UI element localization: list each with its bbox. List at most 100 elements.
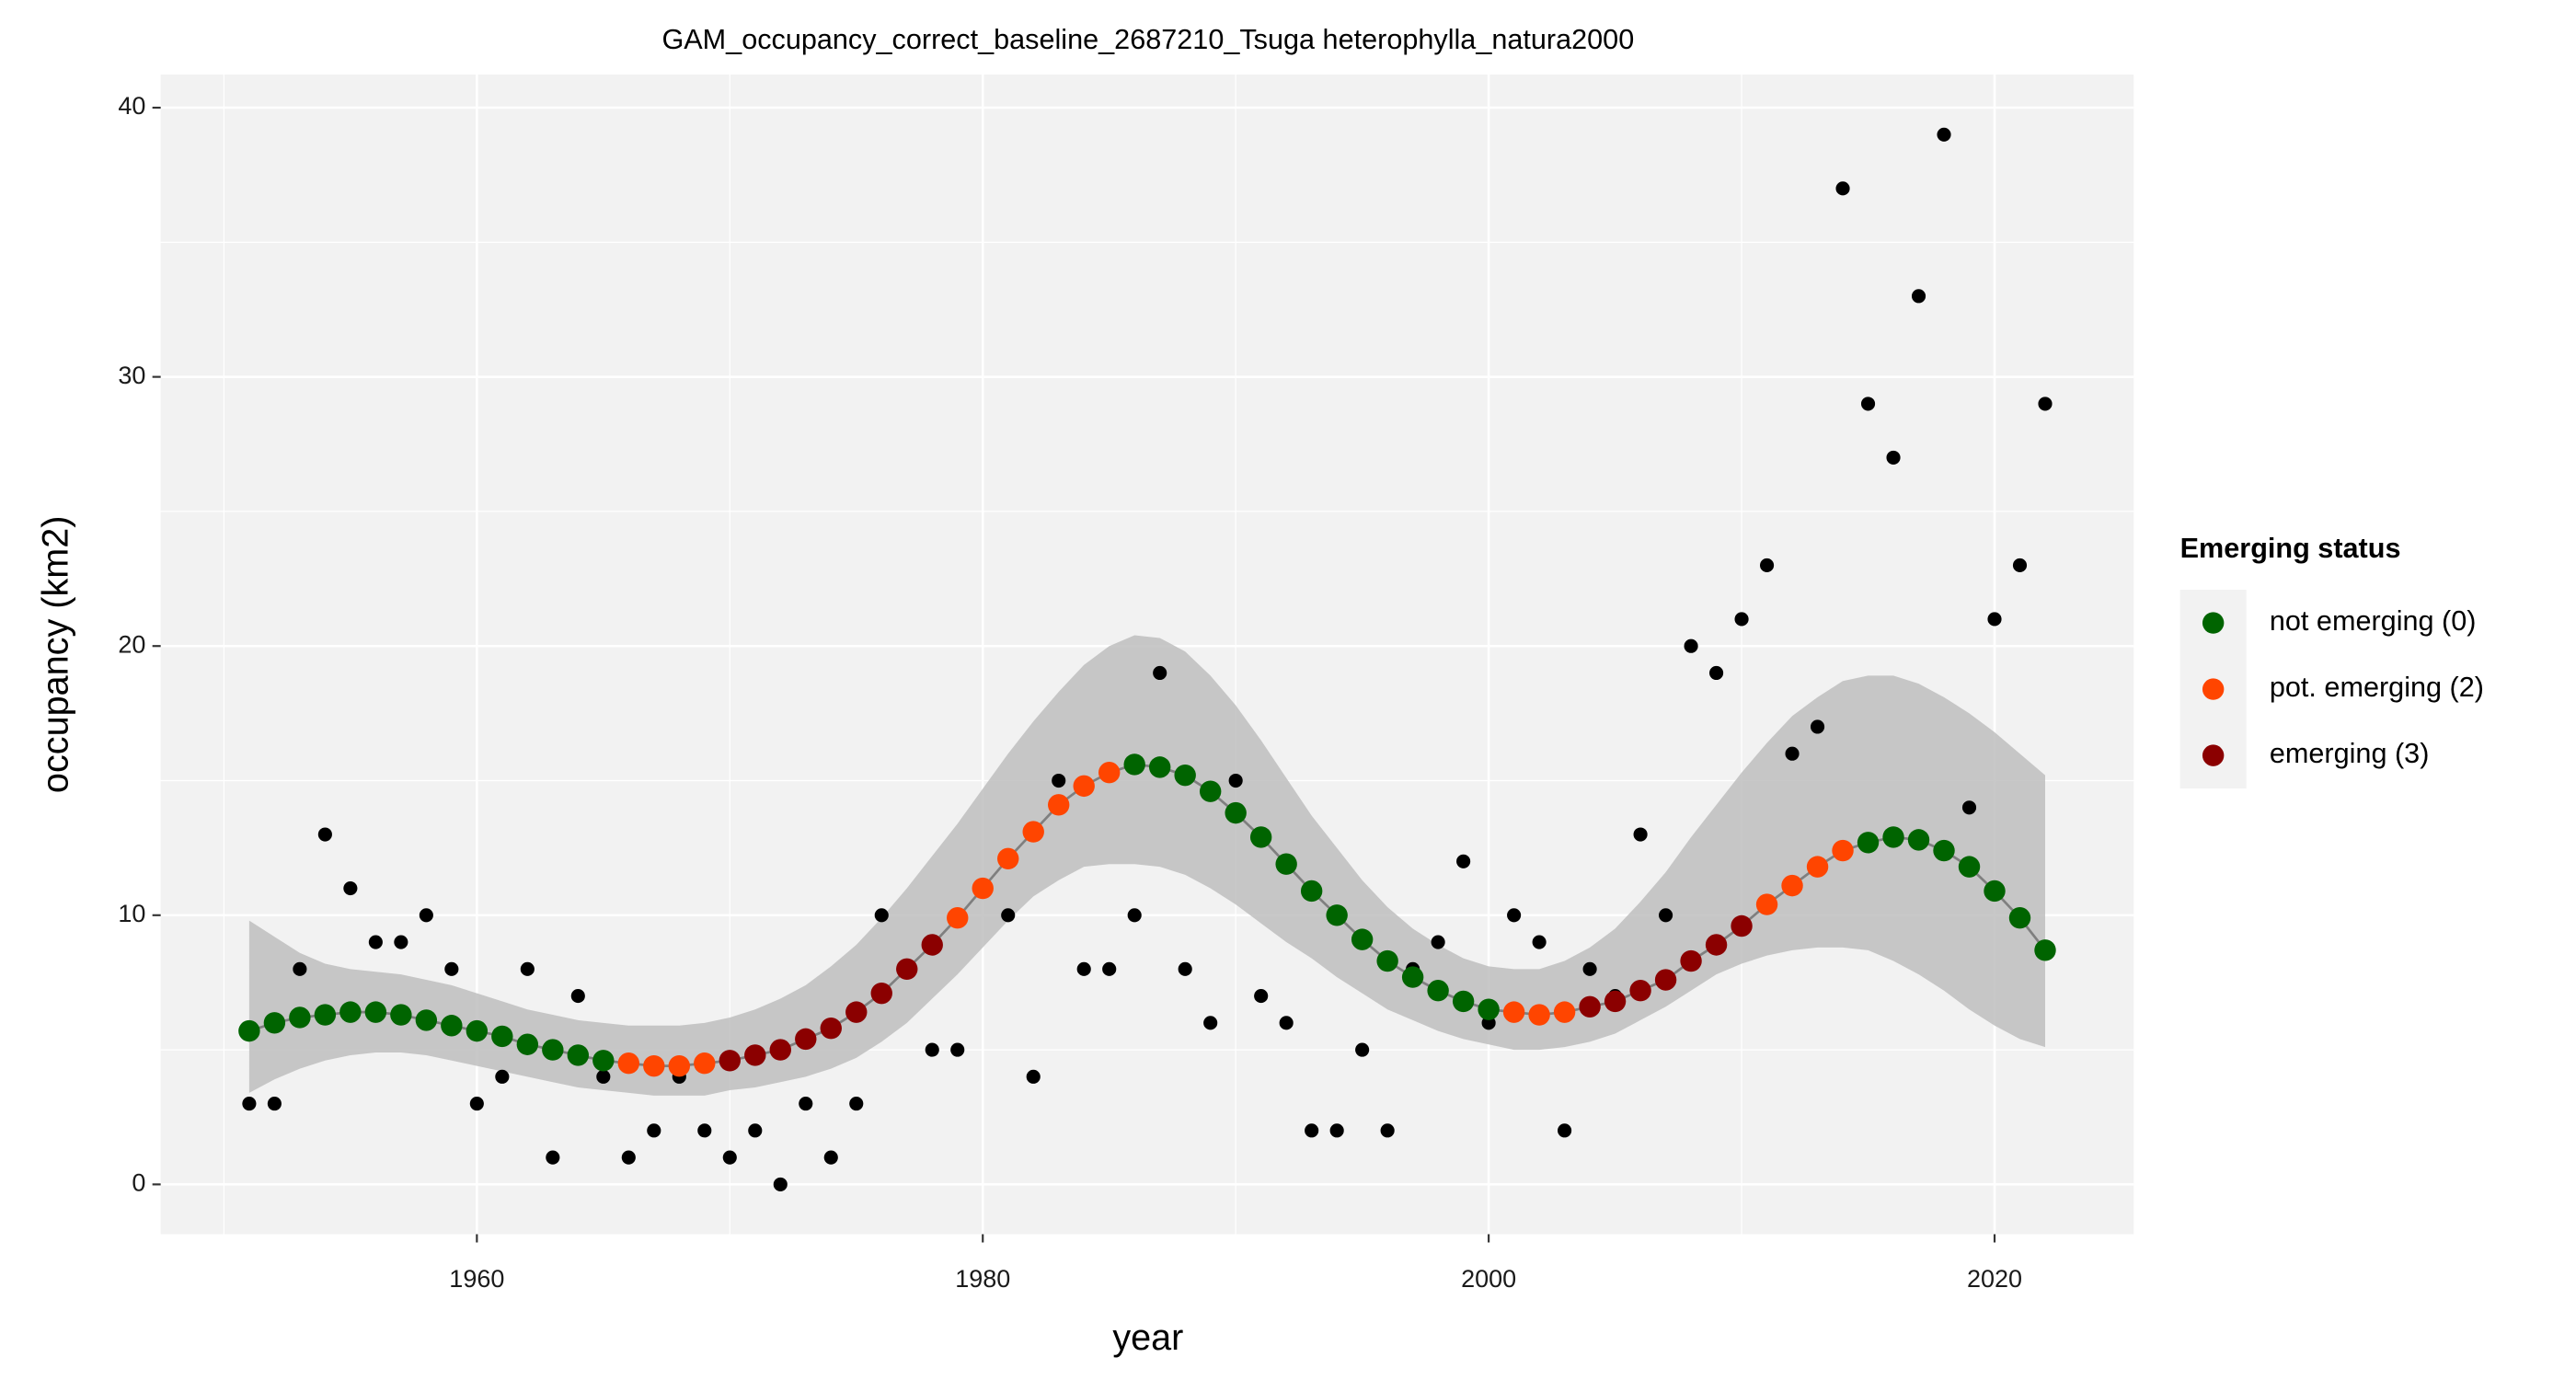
observed-point — [1684, 638, 1698, 653]
fitted-point — [820, 1017, 842, 1040]
observed-point — [722, 1150, 737, 1165]
observed-point — [823, 1150, 838, 1165]
fitted-point — [1148, 756, 1171, 778]
observed-point — [647, 1123, 661, 1138]
observed-point — [773, 1177, 788, 1191]
fitted-point — [1680, 949, 1702, 972]
fitted-point — [1781, 874, 1803, 897]
x-axis-title: year — [1112, 1317, 1183, 1358]
fitted-point — [617, 1052, 640, 1075]
observed-point — [469, 1097, 484, 1111]
fitted-point — [238, 1019, 260, 1042]
fitted-point — [1958, 856, 1981, 878]
observed-point — [1911, 289, 1926, 304]
observed-point — [520, 961, 535, 976]
fitted-point — [1351, 928, 1374, 950]
fitted-point — [1502, 1001, 1525, 1023]
fitted-point — [744, 1044, 766, 1066]
observed-point — [1431, 935, 1445, 949]
fitted-point — [1755, 893, 1778, 915]
fitted-point — [1199, 780, 1222, 802]
axes: 1960 1980 2000 2020 0 10 20 30 40 — [118, 92, 2022, 1293]
observed-point — [2038, 397, 2053, 411]
legend-label: pot. emerging (2) — [2270, 672, 2484, 703]
chart-title: GAM_occupancy_correct_baseline_2687210_T… — [661, 24, 1634, 55]
fitted-point — [1174, 764, 1196, 787]
observed-point — [1785, 746, 1800, 761]
fitted-point — [1654, 969, 1677, 991]
observed-point — [495, 1069, 510, 1084]
observed-point — [1329, 1123, 1344, 1138]
observed-point — [849, 1097, 864, 1111]
fitted-point — [694, 1052, 716, 1075]
legend-title: Emerging status — [2180, 533, 2401, 564]
observed-point — [925, 1042, 939, 1057]
y-tick-label: 30 — [118, 362, 145, 389]
fitted-point — [263, 1012, 286, 1034]
observed-point — [1203, 1016, 1218, 1030]
observed-point — [1001, 908, 1016, 923]
fitted-point — [1073, 775, 1095, 798]
fitted-point — [1300, 880, 1323, 903]
fitted-point — [795, 1028, 817, 1051]
observed-point — [1355, 1042, 1370, 1057]
observed-point — [1305, 1123, 1319, 1138]
legend-label: emerging (3) — [2270, 738, 2430, 769]
legend-marker — [2202, 678, 2225, 700]
fitted-point — [592, 1050, 615, 1072]
x-tick-label: 1960 — [449, 1265, 504, 1293]
fitted-point — [491, 1025, 513, 1048]
fitted-point — [896, 958, 918, 981]
fitted-point — [1123, 753, 1145, 776]
observed-point — [1709, 665, 1724, 681]
observed-point — [874, 908, 889, 923]
observed-point — [1961, 800, 1977, 815]
fitted-point — [2008, 907, 2031, 929]
observed-point — [799, 1097, 813, 1111]
fitted-point — [972, 877, 994, 900]
fitted-point — [769, 1039, 791, 1061]
observed-point — [1052, 773, 1066, 788]
observed-point — [1102, 961, 1117, 976]
fitted-point — [1984, 880, 2006, 903]
fitted-point — [1528, 1004, 1550, 1026]
fitted-point — [719, 1050, 741, 1072]
fitted-point — [364, 1001, 387, 1023]
observed-point — [1076, 961, 1091, 976]
fitted-point — [567, 1044, 590, 1066]
fitted-point — [1731, 914, 1753, 937]
fitted-point — [845, 1001, 868, 1023]
observed-point — [1532, 935, 1547, 949]
observed-point — [343, 880, 358, 896]
fitted-point — [1326, 904, 1348, 926]
observed-point — [748, 1123, 763, 1138]
fitted-point — [1933, 839, 1955, 862]
observed-point — [1254, 989, 1269, 1004]
fitted-point — [466, 1019, 489, 1042]
observed-point — [1987, 612, 2002, 627]
fitted-point — [1225, 801, 1247, 824]
fitted-point — [1604, 990, 1627, 1013]
observed-point — [1659, 908, 1673, 923]
fitted-point — [997, 847, 1019, 870]
fitted-point — [1249, 826, 1272, 848]
observed-point — [1886, 450, 1901, 465]
fitted-point — [415, 1009, 438, 1031]
observed-point — [242, 1097, 257, 1111]
fitted-point — [643, 1054, 665, 1077]
observed-point — [2012, 558, 2028, 573]
observed-point — [621, 1150, 636, 1165]
observed-point — [1279, 1016, 1294, 1030]
fitted-point — [289, 1006, 311, 1029]
fitted-point — [390, 1004, 412, 1026]
observed-point — [1228, 773, 1243, 788]
y-tick-label: 10 — [118, 900, 145, 927]
fitted-point — [1452, 990, 1475, 1013]
fitted-point — [1553, 1001, 1576, 1023]
observed-point — [1633, 827, 1648, 842]
y-axis-title: occupancy (km2) — [35, 515, 75, 793]
observed-point — [950, 1042, 965, 1057]
fitted-point — [1427, 980, 1449, 1002]
fitted-point — [1832, 839, 1854, 862]
observed-point — [419, 908, 433, 923]
